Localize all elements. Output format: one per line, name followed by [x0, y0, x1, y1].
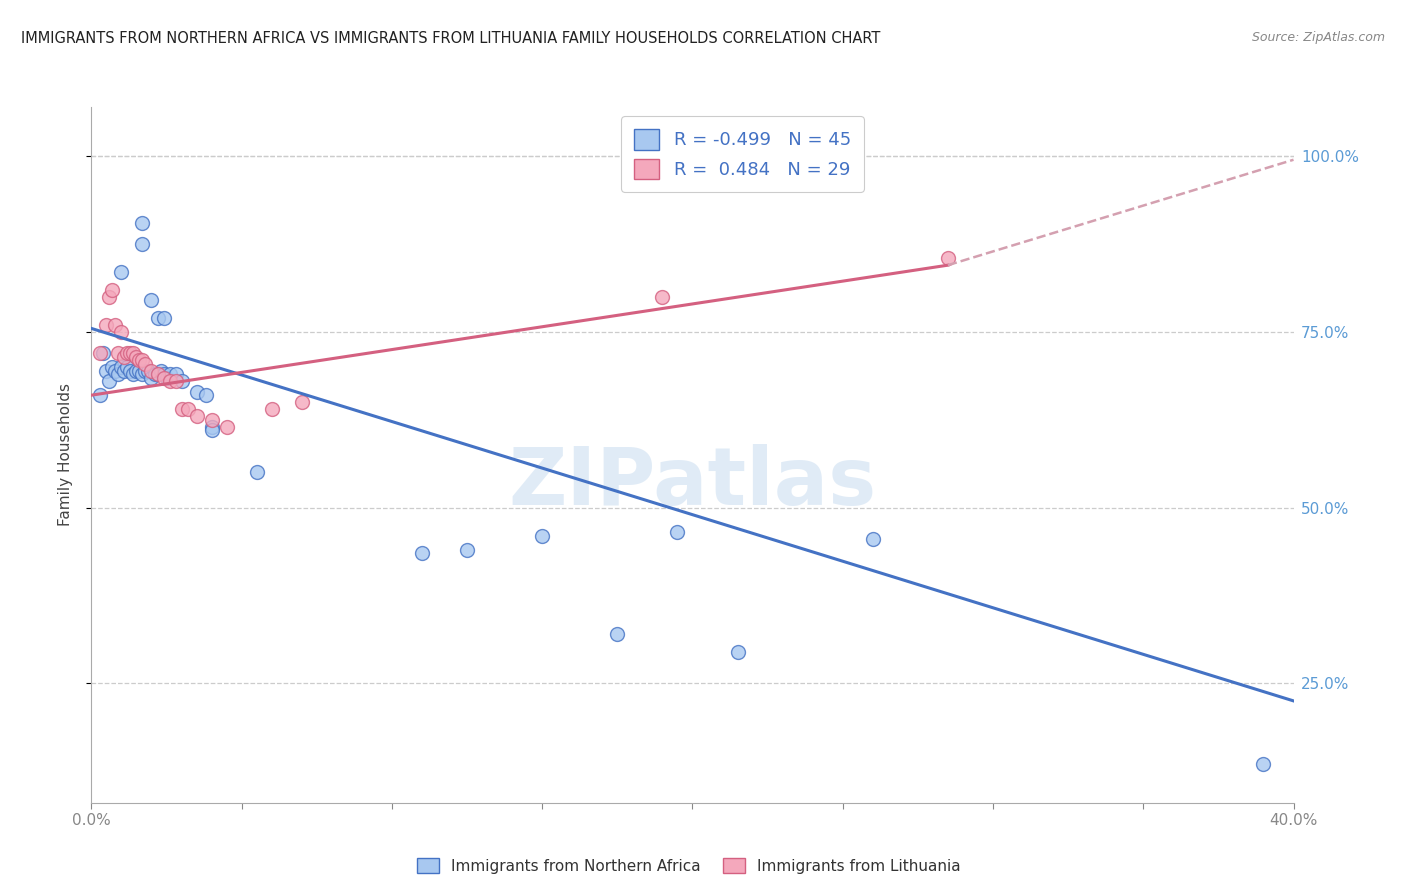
Point: [122, 367, 145, 381]
Point: [936, 251, 959, 265]
Point: [186, 384, 208, 399]
Point: [128, 363, 150, 377]
Point: [651, 290, 673, 304]
Point: [411, 546, 433, 560]
Point: [152, 310, 174, 325]
Point: [131, 237, 153, 252]
Point: [96, 318, 118, 332]
Point: [260, 402, 283, 417]
Point: [101, 283, 124, 297]
Point: [246, 466, 269, 480]
Point: [176, 402, 198, 417]
Text: Source: ZipAtlas.com: Source: ZipAtlas.com: [1251, 31, 1385, 45]
Point: [666, 525, 689, 540]
Point: [122, 346, 145, 360]
Point: [93, 346, 115, 360]
Point: [152, 370, 174, 384]
Point: [146, 367, 169, 381]
Point: [170, 374, 193, 388]
Y-axis label: Family Households: Family Households: [58, 384, 73, 526]
Point: [107, 367, 129, 381]
Point: [165, 367, 187, 381]
Point: [862, 533, 884, 547]
Point: [117, 346, 139, 360]
Point: [96, 363, 118, 377]
Point: [117, 360, 139, 375]
Point: [159, 374, 181, 388]
Point: [131, 367, 153, 381]
Point: [131, 353, 153, 368]
Point: [114, 350, 136, 364]
Point: [186, 409, 208, 424]
Point: [531, 529, 554, 543]
Point: [89, 388, 111, 402]
Point: [606, 627, 628, 641]
Point: [120, 363, 142, 377]
Point: [291, 395, 314, 409]
Point: [141, 293, 163, 308]
Point: [194, 388, 217, 402]
Point: [125, 350, 148, 364]
Legend: Immigrants from Northern Africa, Immigrants from Lithuania: Immigrants from Northern Africa, Immigra…: [411, 852, 967, 880]
Point: [170, 402, 193, 417]
Text: IMMIGRANTS FROM NORTHERN AFRICA VS IMMIGRANTS FROM LITHUANIA FAMILY HOUSEHOLDS C: IMMIGRANTS FROM NORTHERN AFRICA VS IMMIG…: [21, 31, 880, 46]
Point: [134, 363, 156, 377]
Point: [201, 423, 224, 437]
Point: [201, 413, 224, 427]
Point: [146, 367, 169, 381]
Point: [110, 360, 132, 375]
Point: [155, 370, 177, 384]
Point: [131, 216, 153, 230]
Point: [146, 310, 169, 325]
Point: [152, 367, 174, 381]
Point: [120, 346, 142, 360]
Point: [138, 363, 160, 377]
Point: [98, 374, 121, 388]
Point: [456, 542, 478, 557]
Legend: R = -0.499   N = 45, R =  0.484   N = 29: R = -0.499 N = 45, R = 0.484 N = 29: [621, 116, 863, 192]
Point: [141, 370, 163, 384]
Point: [1253, 757, 1275, 772]
Point: [141, 363, 163, 377]
Point: [165, 374, 187, 388]
Text: ZIPatlas: ZIPatlas: [509, 443, 876, 522]
Point: [101, 360, 124, 375]
Point: [159, 367, 181, 381]
Point: [215, 419, 238, 434]
Point: [149, 363, 172, 377]
Point: [110, 265, 132, 279]
Point: [134, 357, 156, 371]
Point: [104, 363, 127, 377]
Point: [128, 353, 150, 368]
Point: [104, 318, 127, 332]
Point: [143, 367, 166, 381]
Point: [89, 346, 111, 360]
Point: [125, 363, 148, 377]
Point: [114, 363, 136, 377]
Point: [727, 645, 749, 659]
Point: [107, 346, 129, 360]
Point: [201, 419, 224, 434]
Point: [98, 290, 121, 304]
Point: [110, 325, 132, 339]
